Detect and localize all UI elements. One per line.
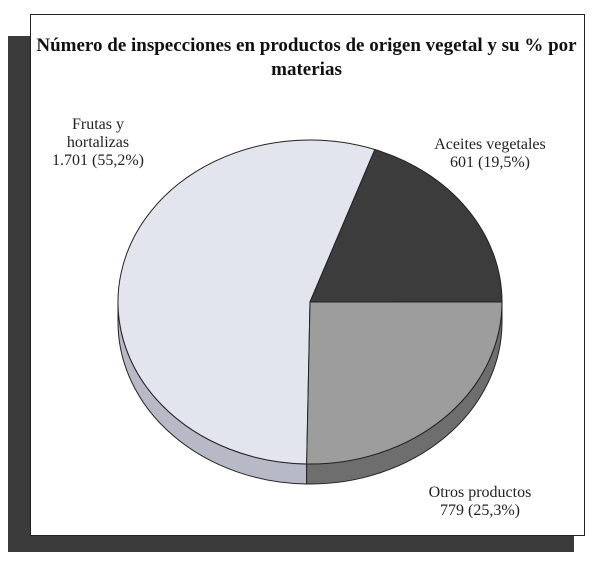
chart-title: Número de inspecciones en productos de o… [36,35,577,80]
slice-name: Aceites vegetales [434,136,546,153]
slice-label: Aceites vegetales 601 (19,5%) [405,136,575,172]
slice-name: Frutas y hortalizas [66,116,130,151]
slice-label: Otros productos 779 (25,3%) [395,484,565,520]
pie-slice [309,148,503,303]
pie-slice [306,301,503,465]
slice-value: 779 (25,3%) [440,502,520,519]
pie-slice [117,139,376,465]
slice-value: 1.701 (55,2%) [52,152,144,169]
slice-value: 601 (19,5%) [450,154,530,171]
slice-name: Otros productos [428,484,532,501]
slice-label: Frutas y hortalizas 1.701 (55,2%) [38,116,158,170]
